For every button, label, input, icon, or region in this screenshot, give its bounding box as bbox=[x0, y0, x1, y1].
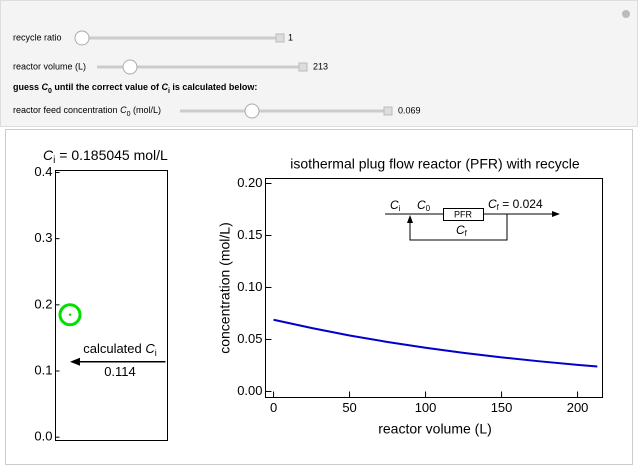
diagram-label: C0 bbox=[417, 198, 431, 213]
text: is calculated below: bbox=[170, 82, 258, 92]
y-tick-label: 0.20 bbox=[237, 175, 262, 190]
arrow-head bbox=[552, 211, 560, 217]
annotation-arrowhead bbox=[70, 357, 80, 366]
y-tick-label: 0.4 bbox=[34, 164, 52, 179]
diagram-label: Cf = 0.024 bbox=[488, 197, 543, 212]
y-tick-label: 0.0 bbox=[34, 429, 52, 444]
y-tick-label: 0.15 bbox=[237, 227, 262, 242]
text: calculated bbox=[83, 341, 145, 356]
output-panel bbox=[5, 129, 633, 465]
x-tick-label: 200 bbox=[567, 400, 589, 415]
text: 0 bbox=[127, 111, 131, 118]
slider-thumb[interactable] bbox=[244, 103, 260, 119]
control-value: 1 bbox=[288, 32, 293, 42]
y-tick-label: 0.00 bbox=[237, 383, 262, 398]
instruction: guess C0 until the correct value of Ci i… bbox=[13, 82, 257, 94]
text: guess bbox=[13, 82, 42, 92]
diagram-label: PFR bbox=[454, 209, 473, 219]
concentration-line bbox=[273, 318, 598, 368]
annotation-value: 0.114 bbox=[104, 364, 136, 379]
control-value: 0.069 bbox=[398, 105, 421, 115]
slider-thumb[interactable] bbox=[74, 30, 90, 46]
y-tick-label: 0.3 bbox=[34, 230, 52, 245]
control-panel bbox=[0, 0, 638, 127]
control-label: reactor feed concentration C0 (mol/L) bbox=[13, 105, 161, 117]
x-tick-label: 100 bbox=[415, 400, 437, 415]
text: i bbox=[53, 155, 55, 166]
pfr-box bbox=[443, 208, 484, 221]
chart-title: isothermal plug flow reactor (PFR) with … bbox=[290, 156, 580, 172]
y-tick-label: 0.1 bbox=[34, 362, 52, 377]
recycle-line bbox=[409, 214, 508, 241]
text: C bbox=[161, 82, 168, 92]
slider-expand[interactable] bbox=[383, 106, 393, 116]
text: f bbox=[497, 203, 500, 212]
x-tick-label: 0 bbox=[270, 400, 277, 415]
text: i bbox=[399, 204, 401, 213]
x-tick-label: 50 bbox=[342, 400, 356, 415]
plot-frame bbox=[55, 170, 168, 441]
x-tick-label: 150 bbox=[491, 400, 513, 415]
x-axis-label: reactor volume (L) bbox=[378, 421, 492, 437]
diagram-label: Ci bbox=[390, 198, 401, 213]
text: C bbox=[42, 82, 49, 92]
text: = 0.024 bbox=[499, 197, 543, 211]
ci-dot bbox=[68, 313, 72, 316]
text: i bbox=[155, 348, 157, 358]
y-tick-label: 0.10 bbox=[237, 279, 262, 294]
control-label: reactor volume (L) bbox=[13, 61, 86, 71]
text: C bbox=[456, 223, 465, 237]
text: i bbox=[168, 88, 170, 95]
diagram-label: Cf bbox=[456, 223, 468, 238]
text: C bbox=[120, 105, 127, 115]
arrow-head bbox=[407, 215, 413, 223]
text: until the correct value of bbox=[52, 82, 162, 92]
text: C bbox=[390, 198, 399, 212]
text: f bbox=[465, 229, 468, 238]
annotation: calculated Ci bbox=[83, 341, 157, 358]
chart-title: Ci = 0.185045 mol/L bbox=[43, 147, 168, 166]
y-tick-label: 0.2 bbox=[34, 296, 52, 311]
text: (mol/L) bbox=[130, 105, 161, 115]
text: C bbox=[145, 341, 155, 356]
text: 0 bbox=[426, 204, 431, 213]
text: C bbox=[488, 197, 497, 211]
slider-thumb[interactable] bbox=[122, 59, 138, 75]
plot-frame bbox=[265, 178, 603, 398]
text: reactor feed concentration bbox=[13, 105, 120, 115]
text: C bbox=[43, 147, 54, 163]
y-axis-label: concentration (mol/L) bbox=[217, 222, 233, 354]
control-label: recycle ratio bbox=[13, 32, 62, 42]
text: = 0.185045 mol/L bbox=[55, 147, 168, 163]
text: C bbox=[417, 198, 426, 212]
slider-expand[interactable] bbox=[275, 33, 285, 43]
options-icon[interactable] bbox=[622, 10, 630, 18]
reactor-diagram: Ci C0 PFR Cf = 0.024 Cf bbox=[385, 197, 560, 241]
ci-marker bbox=[58, 303, 82, 327]
control-value: 213 bbox=[313, 61, 328, 71]
text: 0 bbox=[48, 88, 52, 95]
slider-expand[interactable] bbox=[298, 62, 308, 72]
y-tick-label: 0.05 bbox=[237, 331, 262, 346]
